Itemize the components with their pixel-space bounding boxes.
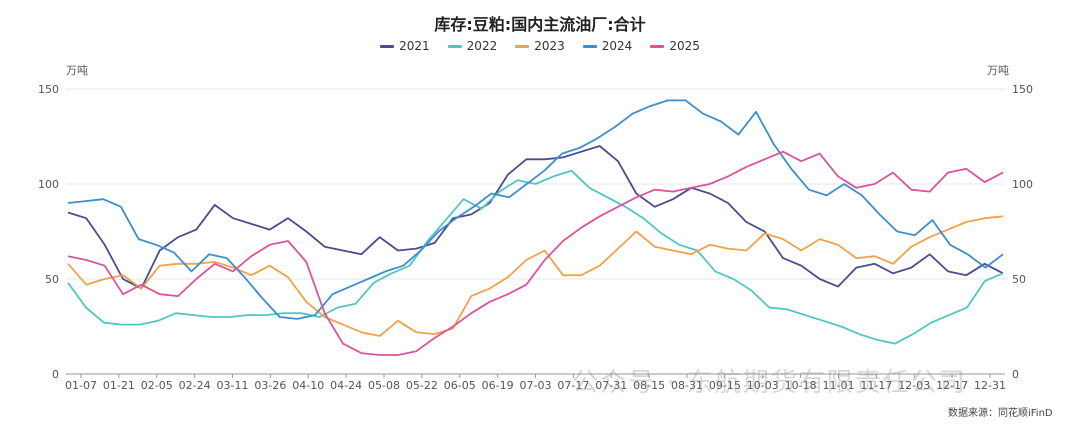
x-tick-label: 01-21	[103, 379, 135, 392]
x-tick-label: 01-07	[65, 379, 97, 392]
legend-swatch	[650, 44, 665, 48]
x-tick-label: 11-17	[860, 379, 892, 392]
x-tick-label: 02-24	[179, 379, 211, 392]
x-tick-label: 03-11	[217, 379, 249, 392]
x-tick-label: 03-26	[254, 379, 286, 392]
x-tick-label: 10-18	[785, 379, 817, 392]
x-tick-label: 07-03	[520, 379, 552, 392]
x-tick-label: 12-03	[898, 379, 930, 392]
legend-swatch	[380, 44, 395, 48]
legend-swatch	[582, 44, 597, 48]
right-axis-unit: 万吨	[987, 64, 1009, 77]
legend-item-2021[interactable]: 2021	[380, 39, 430, 53]
data-source-note: 数据来源：同花顺iFinD	[948, 408, 1053, 419]
x-tick-label: 05-08	[368, 379, 400, 392]
legend-item-2022[interactable]: 2022	[447, 39, 498, 53]
x-tick-label: 06-19	[482, 379, 514, 392]
x-tick-label: 12-17	[936, 379, 968, 392]
legend-label: 2022	[466, 39, 498, 53]
x-tick-label: 02-05	[141, 379, 173, 392]
x-tick-label: 08-31	[671, 379, 703, 392]
x-tick-label: 10-03	[747, 379, 779, 392]
x-tick-label: 04-24	[330, 379, 362, 392]
y-tick-label-left: 50	[45, 273, 59, 286]
legend-label: 2021	[399, 39, 430, 53]
left-axis-unit: 万吨	[66, 64, 88, 77]
legend-swatch	[447, 44, 462, 48]
series-line-2023	[67, 215, 1004, 337]
legend-swatch	[515, 44, 530, 48]
y-tick-label-right: 0	[1012, 368, 1019, 381]
x-tick-label: 06-05	[444, 379, 476, 392]
y-tick-label-left: 0	[52, 368, 59, 381]
y-tick-label-right: 50	[1012, 273, 1026, 286]
chart-title: 库存:豆粕:国内主流油厂:合计	[434, 15, 646, 34]
y-tick-label-right: 150	[1012, 83, 1033, 96]
legend-label: 2025	[669, 39, 700, 53]
x-tick-label: 11-01	[823, 379, 855, 392]
x-tick-label: 04-10	[292, 379, 324, 392]
series-line-2024	[67, 99, 1004, 320]
x-tick-label: 07-17	[557, 379, 589, 392]
y-tick-label-right: 100	[1012, 178, 1033, 191]
y-tick-label-left: 100	[38, 178, 59, 191]
series-line-2025	[67, 150, 1004, 356]
chart-legend: 2021 2022 2023 2024 2025	[0, 39, 1080, 53]
x-tick-label: 08-15	[633, 379, 665, 392]
legend-item-2025[interactable]: 2025	[650, 39, 700, 53]
legend-item-2023[interactable]: 2023	[515, 39, 565, 53]
x-tick-label: 09-15	[709, 379, 741, 392]
legend-item-2024[interactable]: 2024	[582, 39, 633, 53]
series-line-2021	[67, 145, 1004, 290]
x-tick-label: 05-22	[406, 379, 438, 392]
series-line-2022	[67, 169, 1004, 345]
watermark: 公众号 · 东航期货有限责任公司	[572, 368, 967, 398]
y-tick-label-left: 150	[38, 83, 59, 96]
legend-label: 2024	[601, 39, 633, 53]
legend-label: 2023	[534, 39, 565, 53]
x-tick-label: 12-31	[974, 379, 1006, 392]
x-tick-label: 07-31	[595, 379, 627, 392]
